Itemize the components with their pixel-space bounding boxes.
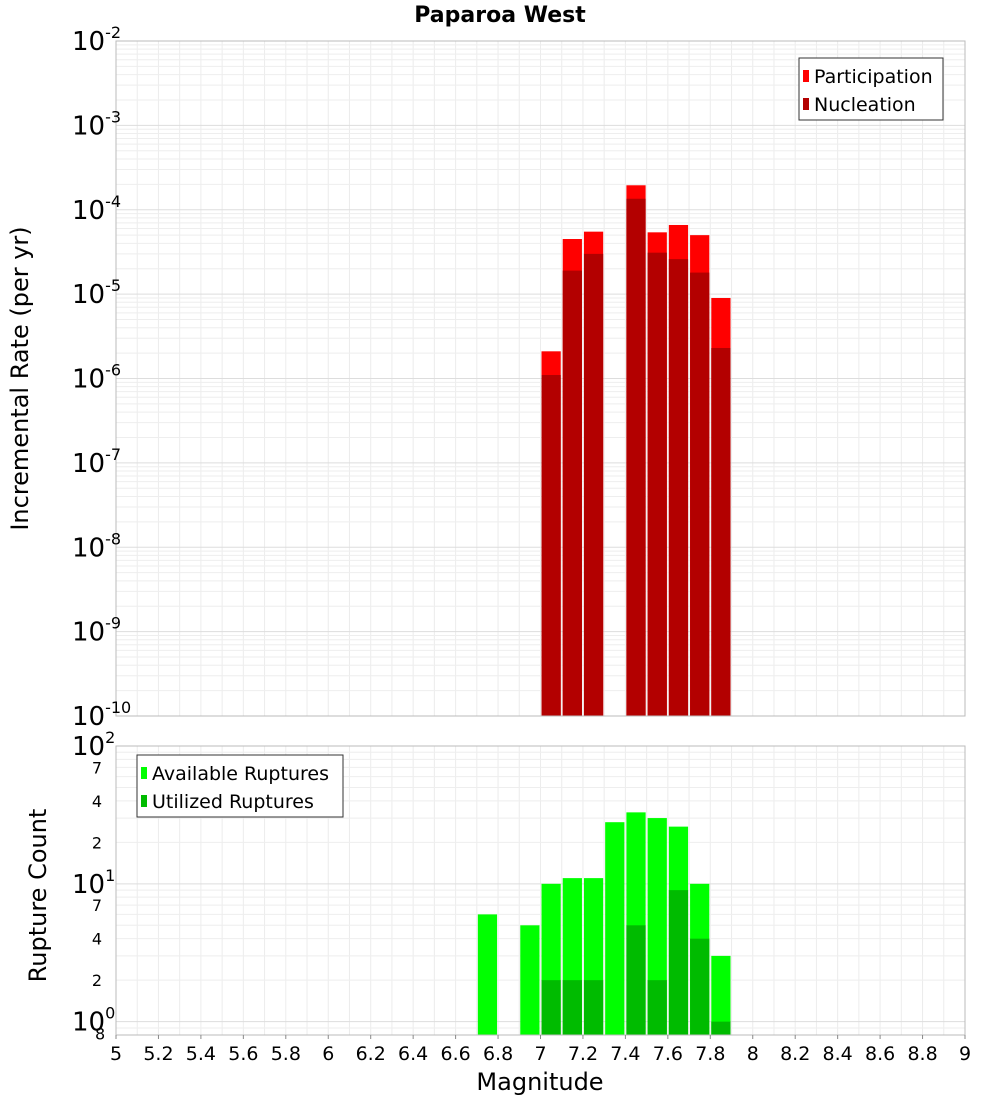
legend-swatch (803, 70, 809, 82)
bar-nucleation (647, 252, 667, 716)
legend-box (798, 57, 944, 121)
y-tick-label: 10-6 (72, 361, 121, 395)
y-tick-label: 10-2 (72, 23, 121, 57)
y-tick-label: 10-3 (72, 107, 121, 141)
legend-label: Available Ruptures (152, 763, 329, 785)
y-tick-sub-label: 8 (95, 1025, 105, 1044)
x-tick-label: 7 (534, 1043, 546, 1065)
y-tick-label: 102 (72, 728, 115, 762)
x-tick-label: 8.2 (780, 1043, 810, 1065)
y-tick-label: 4 (92, 930, 102, 949)
x-ticks: 5 5.2 5.4 5.6 5.8 6 6.2 6.4 6.6 6.8 7 7.2 7.4 7.6 7.8 8… (110, 1035, 971, 1065)
bar-nucleation (583, 253, 604, 716)
y-tick-label: 2 (92, 833, 102, 852)
x-tick-label: 5.6 (228, 1043, 258, 1065)
legend-swatch (141, 795, 147, 807)
top-y-axis-label: Incremental Rate (per yr) (6, 226, 34, 530)
x-tick-label: 7.4 (610, 1043, 640, 1065)
bar-nucleation (562, 270, 582, 716)
y-tick-label: 10-9 (72, 614, 121, 648)
x-tick-label: 5.2 (143, 1043, 173, 1065)
bar-nucleation (711, 347, 731, 716)
y-tick-label: 2 (92, 971, 102, 990)
bottom-y-axis-label: Rupture Count (24, 809, 52, 983)
bar-utilized-ruptures (647, 980, 667, 1035)
top-legend: Participation Nucleation (798, 57, 944, 121)
x-tick-label: 5 (110, 1043, 122, 1065)
x-tick-label: 6 (322, 1043, 334, 1065)
bar-available-ruptures (605, 822, 625, 1035)
legend-label: Nucleation (814, 94, 916, 116)
top-panel: 10-10 10-9 10-8 10-7 10-6 10-5 10-4 10-3 10-2 In… (6, 23, 966, 732)
x-tick-label: 8 (747, 1043, 759, 1065)
bar-nucleation (541, 375, 561, 716)
x-tick-label: 8.6 (865, 1043, 895, 1065)
x-tick-label: 7.8 (695, 1043, 725, 1065)
bar-available-ruptures (477, 914, 498, 1035)
bar-utilized-ruptures (562, 980, 582, 1035)
bar-nucleation (690, 272, 710, 716)
bar-utilized-ruptures (541, 980, 561, 1035)
x-tick-label: 7.6 (653, 1043, 683, 1065)
y-tick-label: 4 (92, 792, 102, 811)
y-tick-label: 10-5 (72, 276, 121, 310)
bar-utilized-ruptures (668, 890, 689, 1035)
bar-utilized-ruptures (711, 1021, 731, 1035)
y-tick-label: 7 (92, 758, 102, 777)
bar-utilized-ruptures (626, 925, 646, 1035)
x-tick-label: 6.2 (356, 1043, 386, 1065)
bar-nucleation (668, 259, 689, 716)
legend-box (136, 754, 344, 818)
y-tick-label: 10-4 (72, 192, 121, 226)
bottom-bars (477, 812, 731, 1035)
x-tick-label: 5.4 (186, 1043, 216, 1065)
legend-label: Utilized Ruptures (152, 791, 314, 813)
y-tick-label: 10-10 (72, 698, 131, 732)
bottom-legend: Available Ruptures Utilized Ruptures (136, 754, 344, 818)
top-bars (541, 185, 731, 717)
top-y-ticks: 10-10 10-9 10-8 10-7 10-6 10-5 10-4 10-3 10-2 (72, 23, 131, 732)
y-tick-label: 101 (72, 866, 115, 900)
x-tick-label: 5.8 (271, 1043, 301, 1065)
bar-available-ruptures (711, 955, 731, 1035)
x-tick-label: 6.8 (483, 1043, 513, 1065)
x-tick-label: 8.4 (823, 1043, 853, 1065)
chart-title: Paparoa West (414, 3, 586, 28)
y-tick-label: 10-8 (72, 529, 121, 563)
legend-label: Participation (814, 66, 933, 88)
y-tick-label: 10-7 (72, 445, 121, 479)
bar-utilized-ruptures (690, 938, 710, 1035)
x-tick-label: 8.8 (907, 1043, 937, 1065)
top-grid (115, 40, 966, 717)
bar-utilized-ruptures (583, 980, 604, 1035)
x-axis-label: Magnitude (476, 1068, 603, 1096)
legend-swatch (141, 767, 147, 779)
bar-nucleation (626, 198, 646, 717)
x-tick-label: 9 (959, 1043, 971, 1065)
y-tick-label: 7 (92, 896, 102, 915)
x-tick-label: 6.4 (398, 1043, 428, 1065)
x-tick-label: 6.6 (440, 1043, 470, 1065)
bar-available-ruptures (520, 925, 540, 1035)
top-plot-frame (115, 40, 966, 717)
legend-swatch (803, 98, 809, 110)
x-tick-label: 7.2 (568, 1043, 598, 1065)
y-tick-label: 100 (72, 1004, 115, 1038)
